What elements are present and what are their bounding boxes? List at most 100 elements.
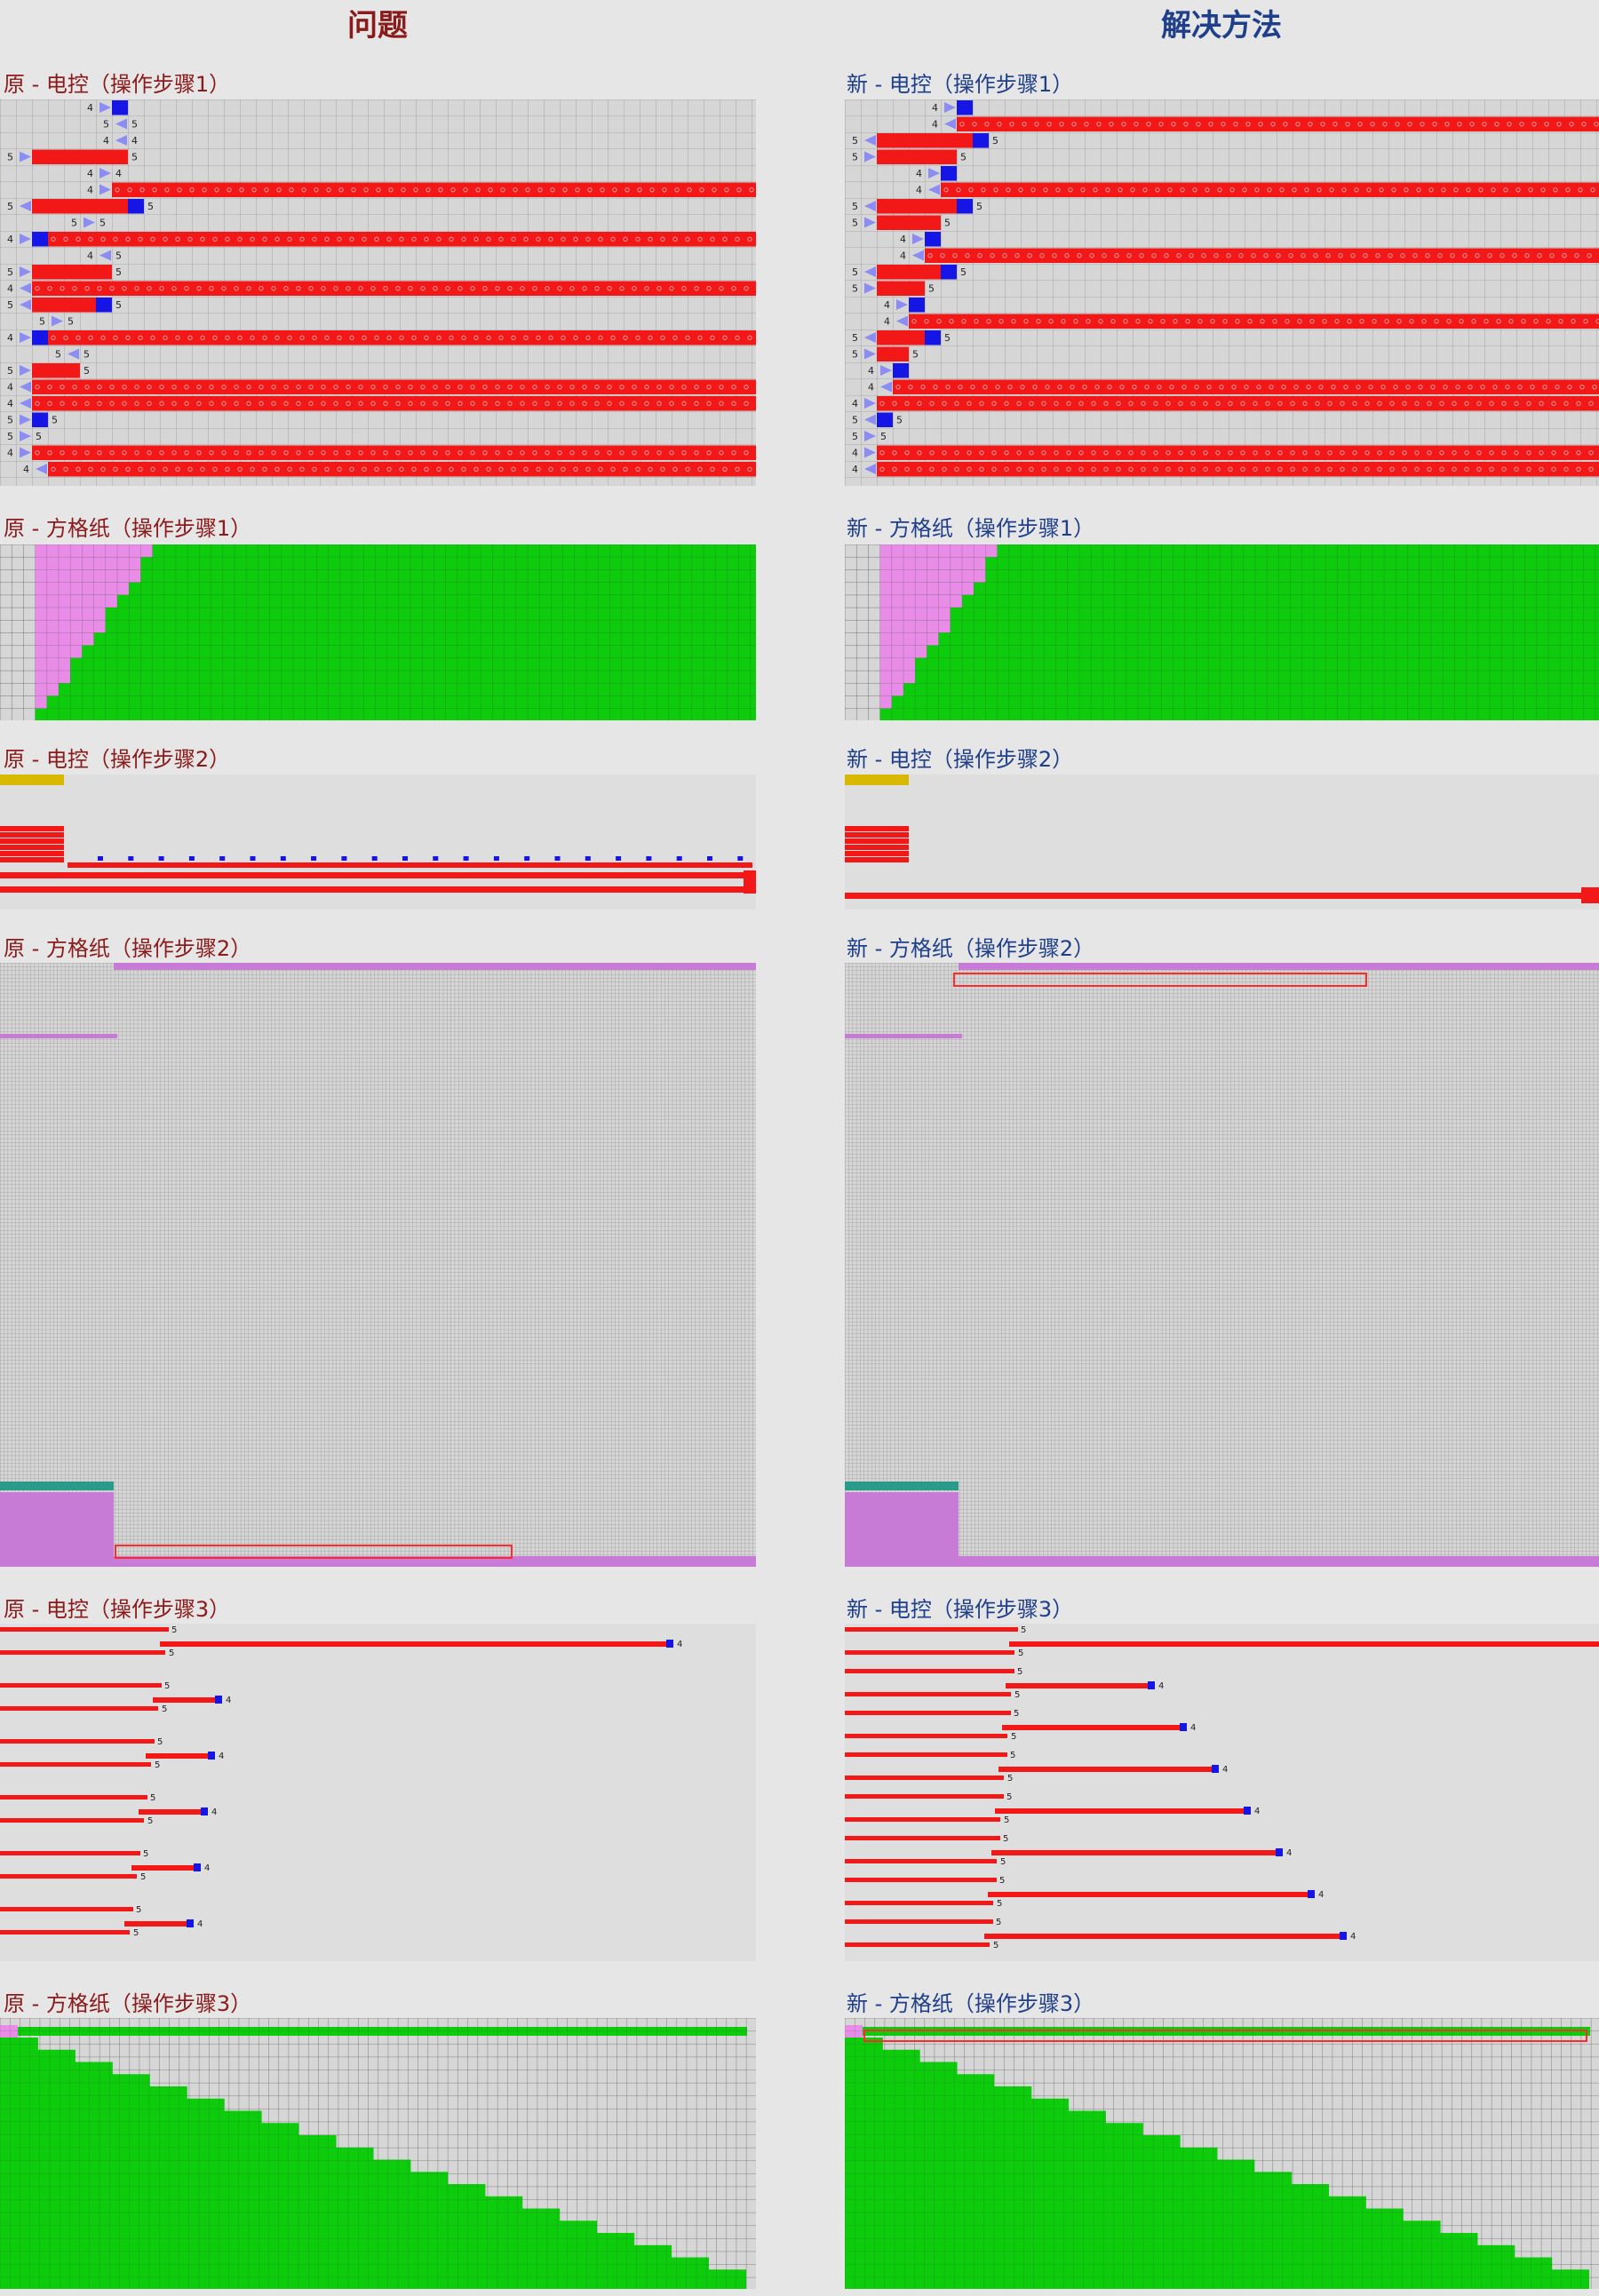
needle-mark — [619, 385, 624, 390]
red-bar — [0, 872, 744, 878]
needle-mark — [1011, 319, 1016, 324]
needle-mark — [1443, 385, 1448, 390]
needle-mark — [1141, 466, 1146, 472]
needle-mark — [569, 450, 575, 456]
needle-mark — [744, 401, 749, 406]
needle-mark — [573, 236, 578, 242]
needle-mark — [486, 236, 491, 242]
green-step — [1402, 2221, 1441, 2289]
needle-mark — [892, 450, 897, 456]
needle-mark — [1484, 319, 1489, 324]
needle-mark — [262, 236, 267, 242]
needle-mark — [1588, 401, 1594, 406]
red-bar — [32, 379, 756, 394]
needle-mark — [184, 401, 189, 406]
blue-cell — [402, 856, 408, 861]
needle-mark — [1363, 253, 1368, 258]
needle-mark — [1391, 187, 1396, 193]
needle-mark — [498, 466, 504, 472]
green-step — [111, 2074, 150, 2289]
red-bar — [845, 845, 909, 850]
needle-mark — [1512, 253, 1517, 258]
needle-mark — [346, 286, 351, 291]
red-bar — [0, 838, 64, 844]
row-count-label: 4 — [103, 135, 109, 147]
needle-mark — [424, 236, 429, 242]
row-count-label: 4 — [900, 250, 906, 262]
needle-mark — [1251, 253, 1256, 258]
needle-mark — [952, 253, 958, 258]
red-bar — [0, 1762, 151, 1767]
needle-mark — [569, 385, 575, 390]
needle-mark — [399, 466, 404, 472]
panel-background — [845, 775, 1599, 910]
needle-mark — [1061, 319, 1066, 324]
needle-mark — [1277, 401, 1283, 406]
needle-mark — [482, 286, 488, 291]
pink-cell-row — [35, 557, 141, 570]
row-count-label: 5 — [852, 218, 858, 229]
needle-mark — [545, 385, 550, 390]
needle-mark — [1437, 253, 1443, 258]
highlight-box — [953, 973, 1367, 987]
needle-mark — [486, 335, 491, 340]
needle-mark — [1029, 450, 1034, 456]
needle-mark — [351, 187, 356, 193]
needle-mark — [1500, 253, 1505, 258]
needle-mark — [672, 466, 678, 472]
needle-mark — [1290, 450, 1295, 456]
arrow-right-icon — [864, 151, 876, 163]
needle-mark — [993, 187, 998, 193]
needle-mark — [557, 286, 562, 291]
needle-mark — [1526, 450, 1531, 456]
red-bar — [877, 281, 925, 296]
needle-mark — [1412, 253, 1418, 258]
blue-cell — [219, 856, 226, 861]
needle-mark — [648, 236, 653, 242]
needle-mark — [940, 253, 945, 258]
needle-mark — [967, 466, 972, 472]
needle-mark — [1254, 187, 1260, 193]
blue-cell — [893, 363, 909, 378]
needle-mark — [63, 236, 68, 242]
needle-mark — [1135, 319, 1141, 324]
green-cell-row — [950, 620, 986, 633]
red-bar — [845, 1817, 1000, 1822]
needle-mark — [1185, 319, 1190, 324]
red-bar — [877, 133, 973, 148]
green-cell-row — [950, 608, 986, 621]
needle-mark — [1452, 401, 1457, 406]
needle-mark — [1517, 385, 1523, 390]
needle-mark — [308, 401, 314, 406]
green-step — [993, 2086, 1032, 2289]
needle-mark — [88, 236, 93, 242]
needle-mark — [122, 401, 127, 406]
needle-mark — [1409, 319, 1414, 324]
needle-mark — [1116, 401, 1121, 406]
row-count-label: 5 — [71, 218, 77, 229]
needle-mark — [63, 335, 68, 340]
needle-mark — [1592, 385, 1597, 390]
yellow-marker — [0, 775, 64, 785]
stitch-label: 5 — [996, 1918, 1001, 1927]
needle-mark — [271, 450, 276, 456]
row-count-label: 5 — [976, 201, 982, 212]
needle-mark — [225, 236, 230, 242]
needle-mark — [904, 466, 910, 472]
needle-mark — [1119, 385, 1125, 390]
needle-mark — [324, 466, 330, 472]
needle-mark — [312, 466, 317, 472]
needle-mark — [648, 466, 653, 472]
needle-mark — [1107, 385, 1112, 390]
needle-mark — [513, 187, 518, 193]
needle-mark — [1238, 253, 1244, 258]
needle-mark — [1160, 319, 1165, 324]
needle-mark — [744, 286, 749, 291]
blue-cell — [957, 199, 973, 214]
needle-mark — [196, 401, 202, 406]
needle-mark — [520, 286, 525, 291]
green-step — [596, 2233, 635, 2289]
stitch-label: 5 — [171, 1625, 177, 1635]
arrow-right-icon — [20, 234, 31, 244]
needle-mark — [1091, 466, 1096, 472]
